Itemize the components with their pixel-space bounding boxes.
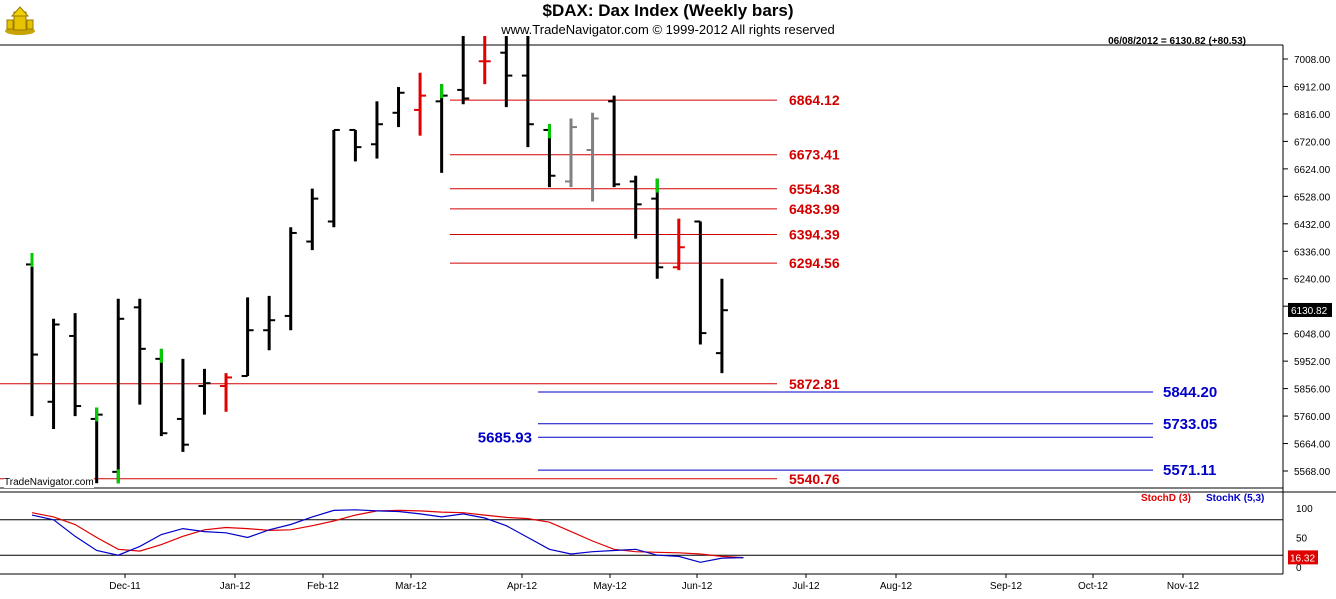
y-axis-tick-label: 6816.00 (1294, 110, 1331, 121)
last-value-label: 6130.82 (1291, 306, 1328, 317)
level-label-blue: 5733.05 (1163, 416, 1217, 433)
level-label-red: 5540.76 (789, 471, 840, 487)
y-axis-tick-label: 5952.00 (1294, 357, 1331, 368)
stoch-tick-label: 100 (1296, 504, 1313, 515)
stoch-tick-label: 0 (1296, 563, 1302, 574)
x-axis-month-label: Aug-12 (880, 581, 913, 592)
x-axis-month-label: Mar-12 (395, 581, 427, 592)
level-label-red: 6673.41 (789, 147, 840, 163)
y-axis-tick-label: 5568.00 (1294, 467, 1331, 478)
stoch-series-line (31, 509, 744, 563)
level-label-red: 6864.12 (789, 92, 840, 108)
stoch-series-line (31, 509, 744, 559)
x-axis-month-label: May-12 (593, 581, 627, 592)
level-label-blue: 5844.20 (1163, 384, 1217, 401)
last-value-box (1288, 302, 1332, 317)
y-axis-tick-label: 6432.00 (1294, 220, 1331, 231)
level-label-red: 6554.38 (789, 181, 840, 197)
legend-stochk: StochK (5,3) (1206, 493, 1264, 504)
y-axis-tick-label: 6336.00 (1294, 247, 1331, 258)
x-axis-month-label: Oct-12 (1078, 581, 1108, 592)
level-label-blue: 5571.11 (1163, 462, 1216, 479)
x-axis-month-label: Jul-12 (792, 581, 820, 592)
x-axis-month-label: Nov-12 (1167, 581, 1200, 592)
level-label-red: 5872.81 (789, 376, 840, 392)
y-axis-tick-label: 7008.00 (1294, 55, 1331, 66)
y-axis-tick-label: 6240.00 (1294, 275, 1331, 286)
chart-title: $DAX: Dax Index (Weekly bars) (542, 1, 794, 20)
stoch-last-value-label: 16.32 (1290, 553, 1315, 564)
y-axis-tick-label: 5664.00 (1294, 440, 1331, 451)
legend-stochd: StochD (3) (1141, 493, 1191, 504)
x-axis-month-label: Feb-12 (307, 581, 339, 592)
y-axis-tick-label: 5856.00 (1294, 385, 1331, 396)
x-axis-month-label: Jan-12 (220, 581, 251, 592)
watermark: TradeNavigator.com (4, 477, 94, 488)
y-axis-tick-label: 6912.00 (1294, 82, 1331, 93)
x-axis-month-label: Jun-12 (682, 581, 713, 592)
tradenavigator-logo-icon (5, 6, 35, 35)
x-axis-month-label: Apr-12 (507, 581, 537, 592)
level-label-red: 6483.99 (789, 201, 840, 217)
copyright-notice: www.TradeNavigator.com © 1999-2012 All r… (501, 22, 835, 37)
x-axis-month-label: Sep-12 (990, 581, 1023, 592)
y-axis-tick-label: 5760.00 (1294, 412, 1331, 423)
stoch-last-value-box (1288, 550, 1318, 565)
y-axis-tick-label: 6528.00 (1294, 192, 1331, 203)
x-axis-month-label: Dec-11 (109, 581, 141, 592)
level-label-red: 6294.56 (789, 255, 840, 271)
level-label-red: 6394.39 (789, 227, 840, 243)
y-axis-tick-label: 6048.00 (1294, 330, 1331, 341)
y-axis-tick-label: 6624.00 (1294, 165, 1331, 176)
stoch-tick-label: 50 (1296, 534, 1308, 545)
last-value-readout: 06/08/2012 = 6130.82 (+80.53) (1108, 36, 1246, 47)
y-axis-tick-label: 6720.00 (1294, 137, 1331, 148)
level-label-blue: 5685.93 (478, 429, 532, 446)
